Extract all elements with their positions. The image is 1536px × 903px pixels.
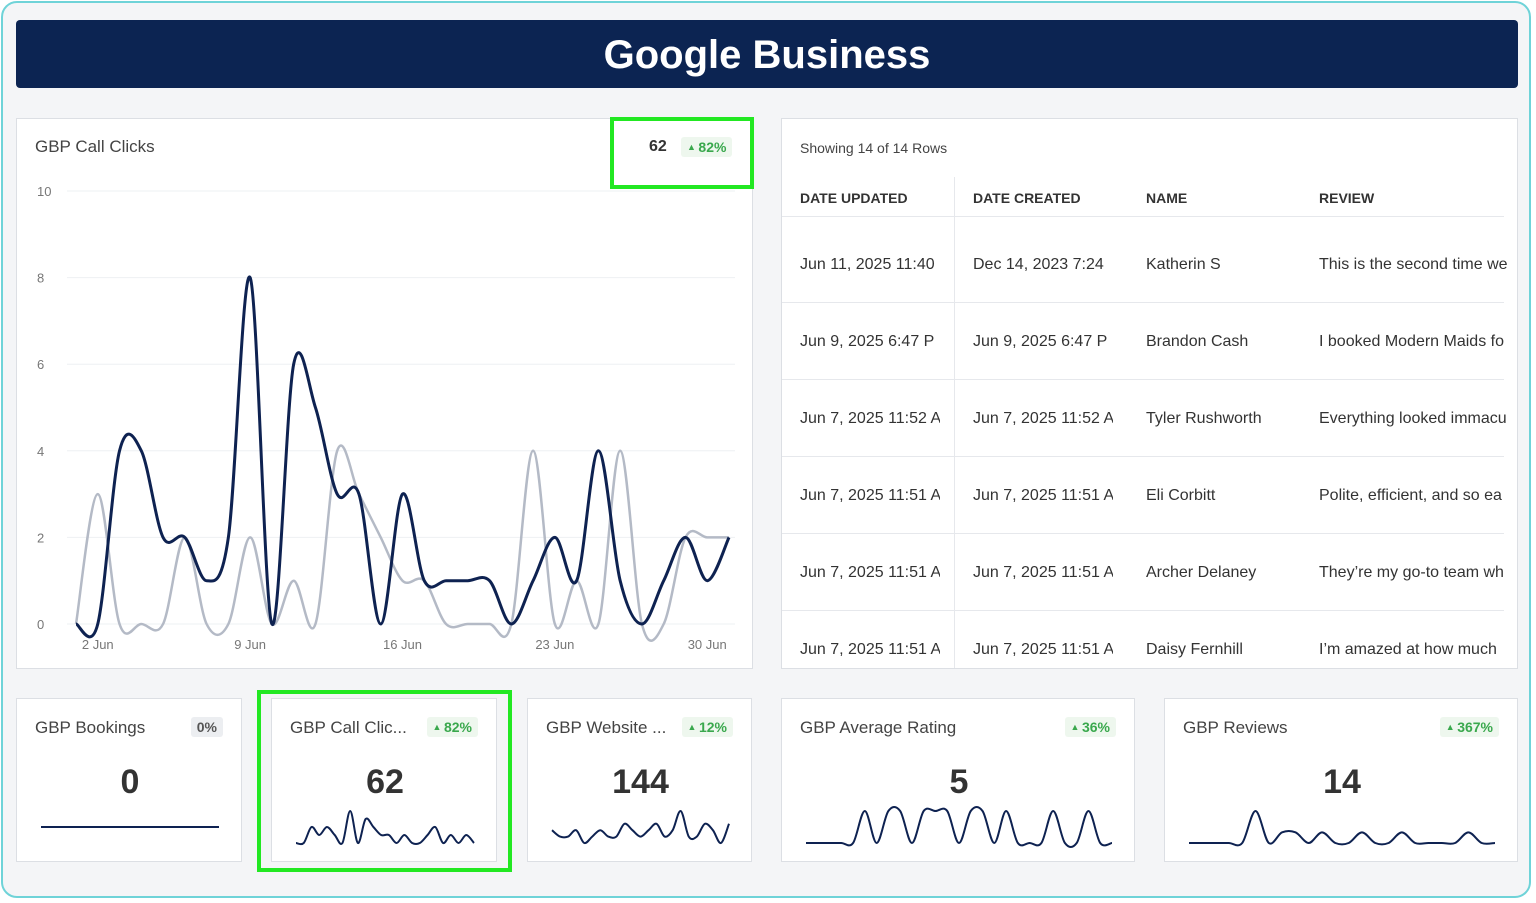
change-text: 82% bbox=[443, 719, 472, 735]
kpi-value: 0 bbox=[120, 763, 140, 801]
y-tick-label: 10 bbox=[37, 184, 51, 199]
header-title: Google Business bbox=[16, 20, 1518, 88]
table-cell: This is the second time we bbox=[1319, 256, 1507, 273]
table-cell: Everything looked immacu bbox=[1319, 410, 1507, 427]
y-tick-label: 0 bbox=[37, 617, 44, 632]
table-cell: Jun 9, 2025 6:47 P bbox=[973, 333, 1108, 350]
up-arrow: ▲ bbox=[1445, 722, 1458, 732]
table-cell: They’re my go-to team wh bbox=[1319, 564, 1504, 581]
kpi-card: GBP Bookings 0% 0 bbox=[16, 698, 242, 862]
line-chart: 0 2 4 6 8 10 2 Jun 9 Jun 16 Jun 23 Jun 30 Jun bbox=[37, 184, 735, 652]
row-rule bbox=[782, 533, 1504, 534]
kpi-card: GBP Reviews ▲ 367% 14 bbox=[1164, 698, 1518, 862]
up-arrow: ▲ bbox=[1070, 722, 1082, 732]
table-card: Showing 14 of 14 Rows DATE UPDATED DATE CR… bbox=[781, 118, 1518, 669]
row-rule bbox=[782, 302, 1504, 303]
table-caption: Showing 14 of 14 Rows bbox=[800, 140, 948, 156]
kpi-card: GBP Average Rating ▲ 36% 5 bbox=[781, 698, 1135, 862]
column-header: DATE CREATED bbox=[973, 190, 1081, 206]
change-badge: ▲ 82% bbox=[426, 717, 478, 737]
change-badge: ▲ 82% bbox=[681, 137, 733, 157]
table-cell: Jun 7, 2025 11:51 A bbox=[800, 641, 940, 658]
row-rule bbox=[782, 610, 1504, 611]
line-series bbox=[75, 275, 731, 639]
x-tick-label: 9 Jun bbox=[234, 637, 266, 652]
table-cell: I booked Modern Maids fo bbox=[1319, 333, 1504, 350]
table-cell: Archer Delaney bbox=[1146, 564, 1257, 581]
change-text: 367% bbox=[1457, 719, 1493, 735]
kpi-title: GBP Reviews bbox=[1183, 718, 1288, 737]
column-divider bbox=[954, 177, 955, 668]
x-tick-label: 23 Jun bbox=[535, 637, 574, 652]
table-cell: Jun 7, 2025 11:51 A bbox=[800, 564, 940, 581]
table-cell: Jun 9, 2025 6:47 P bbox=[800, 333, 935, 350]
sparkline-path bbox=[805, 806, 1113, 848]
kpi-card: GBP Call Clic... ▲ 82% 62 bbox=[271, 698, 497, 862]
x-tick-label: 2 Jun bbox=[82, 637, 114, 652]
sparkline bbox=[40, 826, 219, 828]
column-header: NAME bbox=[1146, 190, 1188, 206]
table-cell: Polite, efficient, and so ea bbox=[1319, 487, 1502, 504]
change-text: 36% bbox=[1081, 719, 1110, 735]
row-rule bbox=[782, 456, 1504, 457]
table-cell: Daisy Fernhill bbox=[1146, 641, 1243, 658]
y-tick-label: 4 bbox=[37, 444, 44, 459]
sparkline bbox=[551, 809, 730, 845]
column-header: REVIEW bbox=[1319, 190, 1375, 206]
sparkline-path bbox=[551, 809, 730, 845]
table-cell: Jun 7, 2025 11:51 A bbox=[973, 564, 1113, 581]
table-cell: Brandon Cash bbox=[1146, 333, 1249, 350]
change-badge: ▲ 12% bbox=[681, 717, 733, 737]
chart-card: GBP Call Clicks 62 ▲ 82% 0 2 4 6 8 10 2 Jun 9 Jun 1… bbox=[16, 117, 754, 669]
y-tick-label: 8 bbox=[37, 271, 44, 286]
chart-total: 62 bbox=[649, 138, 667, 155]
up-arrow: ▲ bbox=[687, 142, 699, 152]
table-cell: Tyler Rushworth bbox=[1146, 410, 1262, 427]
kpi-title: GBP Bookings bbox=[35, 718, 146, 737]
x-tick-label: 16 Jun bbox=[383, 637, 422, 652]
table-cell: Katherin S bbox=[1146, 256, 1221, 273]
sparkline bbox=[805, 806, 1113, 848]
kpi-title: GBP Website ... bbox=[546, 718, 667, 737]
kpi-value: 5 bbox=[949, 763, 969, 801]
column-header: DATE UPDATED bbox=[800, 190, 908, 206]
sparkline-path bbox=[295, 809, 475, 846]
table-cell: Jun 7, 2025 11:52 A bbox=[800, 410, 940, 427]
sparkline bbox=[1188, 809, 1496, 847]
change-badge: ▲ 36% bbox=[1064, 717, 1116, 737]
up-arrow: ▲ bbox=[687, 722, 699, 732]
table-cell: I’m amazed at how much bbox=[1319, 641, 1497, 658]
table-cell: Dec 14, 2023 7:24 bbox=[973, 256, 1104, 273]
kpi-value: 144 bbox=[612, 763, 669, 801]
table-cell: Jun 7, 2025 11:51 A bbox=[800, 487, 940, 504]
row-rule bbox=[782, 379, 1504, 380]
kpi-title: GBP Call Clic... bbox=[290, 718, 407, 737]
change-text: 0% bbox=[196, 719, 217, 735]
table-cell: Jun 7, 2025 11:51 A bbox=[973, 487, 1113, 504]
y-tick-label: 2 bbox=[37, 530, 44, 545]
chart-title: GBP Call Clicks bbox=[35, 137, 155, 156]
kpi-highlight bbox=[257, 690, 512, 872]
table-cell: Jun 11, 2025 11:40 bbox=[800, 256, 935, 273]
kpi-value: 62 bbox=[366, 763, 404, 801]
change-badge: 0% bbox=[190, 717, 223, 737]
header-rule bbox=[782, 216, 1504, 217]
table-cell: Eli Corbitt bbox=[1146, 487, 1216, 504]
up-arrow: ▲ bbox=[432, 722, 444, 732]
sparkline-path bbox=[1188, 809, 1496, 847]
table-cell: Jun 7, 2025 11:51 A bbox=[973, 641, 1113, 658]
table-cell: Jun 7, 2025 11:52 A bbox=[973, 410, 1113, 427]
y-tick-label: 6 bbox=[37, 357, 44, 372]
kpi-title: GBP Average Rating bbox=[800, 718, 957, 737]
x-tick-label: 30 Jun bbox=[688, 637, 727, 652]
kpi-value: 14 bbox=[1323, 763, 1361, 801]
chart-highlight bbox=[610, 117, 754, 189]
change-text: 82% bbox=[698, 139, 727, 155]
change-badge: ▲ 367% bbox=[1439, 717, 1499, 737]
kpi-card: GBP Website ... ▲ 12% 144 bbox=[527, 698, 752, 862]
change-text: 12% bbox=[698, 719, 727, 735]
sparkline bbox=[295, 809, 475, 846]
